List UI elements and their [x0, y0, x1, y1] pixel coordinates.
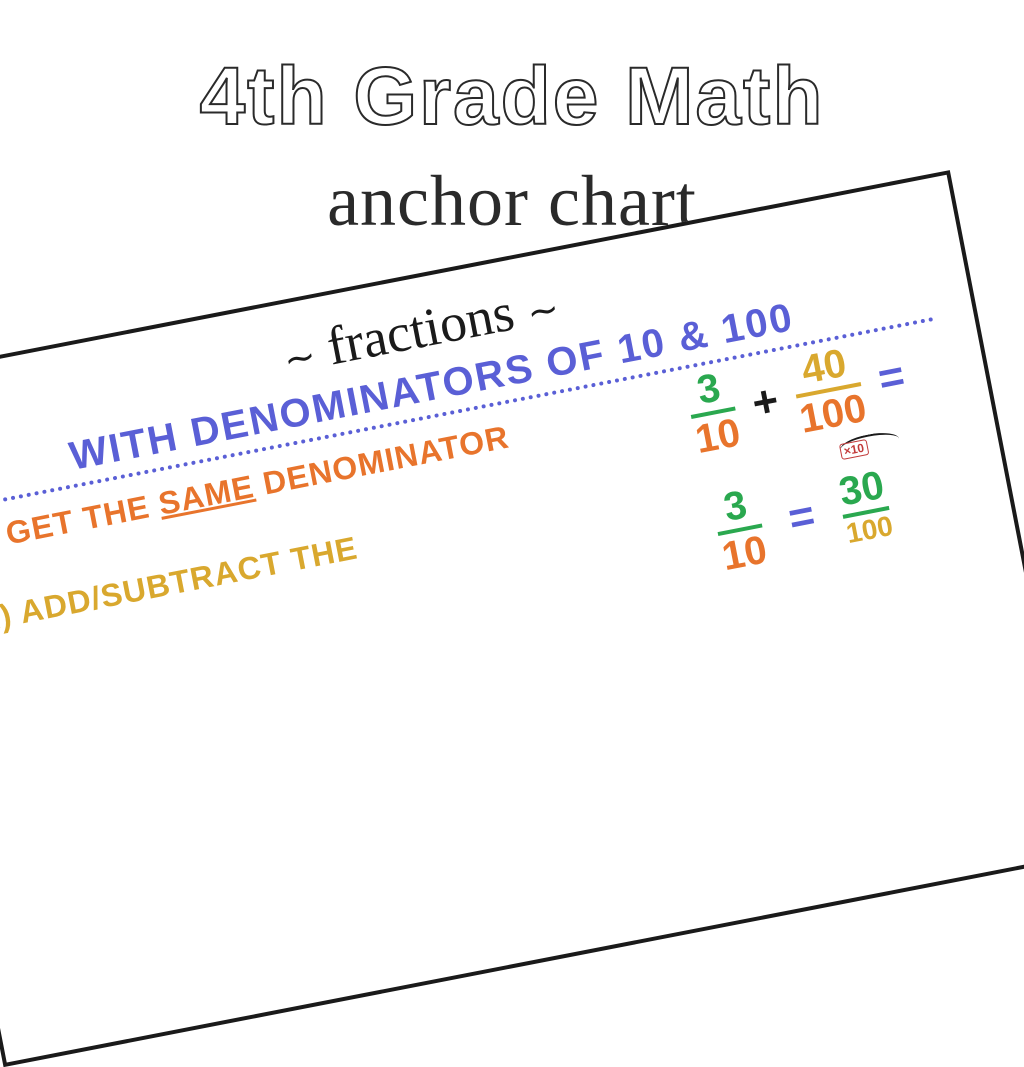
step-2: 2) ADD/SUBTRACT THE: [0, 529, 361, 638]
plus-operator: +: [748, 376, 783, 430]
swish-right-icon: ∼: [524, 288, 563, 335]
equals-operator-2: =: [784, 491, 819, 545]
fraction-2: 40 100: [787, 341, 869, 440]
page-title: 4th Grade Math: [0, 50, 1024, 144]
fraction-1-numerator: 3: [694, 367, 723, 411]
fraction-2-denominator: 100: [796, 388, 869, 440]
fraction-4: 30 100: [835, 465, 895, 549]
fraction-4-denominator: 100: [844, 512, 895, 548]
step-1-underlined: SAME: [155, 468, 257, 522]
fraction-4-wrap: ×10 30 100: [834, 463, 895, 548]
fraction-1-denominator: 10: [692, 412, 743, 460]
fraction-3-denominator: 10: [719, 529, 770, 577]
fraction-2-numerator: 40: [798, 343, 849, 391]
anchor-chart-card: ∼ fractions ∼ WITH DENOMINATORS OF 10 & …: [0, 170, 1024, 1067]
times-ten-note: ×10: [839, 439, 870, 460]
swish-left-icon: ∼: [280, 335, 319, 382]
equation-2: 3 10 = ×10 30 100: [710, 458, 897, 577]
fraction-1: 3 10: [683, 365, 743, 460]
fraction-4-numerator: 30: [836, 465, 887, 513]
equals-operator: =: [874, 351, 909, 405]
fraction-3-numerator: 3: [721, 484, 750, 528]
fraction-3: 3 10: [710, 482, 770, 577]
